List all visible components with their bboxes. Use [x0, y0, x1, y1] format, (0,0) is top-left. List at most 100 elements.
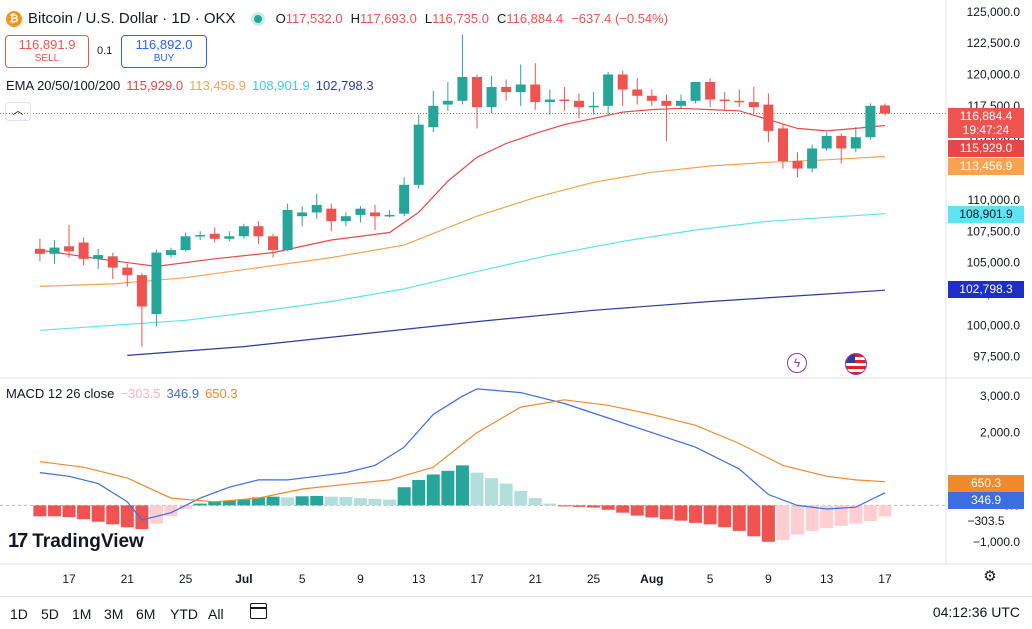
- price-tick-label: 105,000.0: [967, 256, 1021, 270]
- candle-body: [268, 236, 279, 251]
- macd-histogram-bar: [412, 479, 426, 506]
- period-3m[interactable]: 3M: [104, 606, 124, 622]
- signal-line: [39, 399, 886, 503]
- period-1m[interactable]: 1M: [72, 606, 92, 622]
- candle-body: [501, 87, 512, 93]
- price-tick-label: 125,000.0: [967, 5, 1021, 19]
- price-tick-label: 120,000.0: [967, 67, 1021, 81]
- ema-legend[interactable]: EMA 20/50/100/200 115,929.0 113,456.9 10…: [6, 78, 380, 93]
- candle-body: [238, 226, 249, 237]
- macd-histogram-bar: [397, 487, 411, 506]
- time-tick-label: Jul: [235, 572, 252, 586]
- candle-body: [719, 99, 730, 102]
- ema50-value: 113,456.9: [189, 78, 246, 93]
- candle-body: [530, 84, 541, 103]
- date-range-calendar-icon[interactable]: [250, 603, 267, 619]
- sell-button[interactable]: 116,891.9 SELL: [5, 35, 89, 68]
- candle-body: [107, 256, 118, 268]
- candle-body: [166, 250, 177, 256]
- macd-histogram-bar: [470, 472, 484, 506]
- macd-histogram-bar: [557, 505, 571, 507]
- macd-histogram-bar: [630, 505, 644, 516]
- candle-body: [836, 135, 847, 149]
- utc-clock[interactable]: 04:12:36 UTC: [932, 604, 1020, 620]
- candle-body: [763, 104, 774, 131]
- macd-histogram-bar: [208, 501, 222, 506]
- candle-body: [209, 233, 220, 239]
- candle-body: [224, 236, 235, 239]
- candle-body: [617, 74, 628, 90]
- macd-histogram-bar: [62, 505, 76, 518]
- low-label: L: [424, 11, 433, 26]
- buy-button[interactable]: 116,892.0 BUY: [121, 35, 207, 68]
- candle-body: [821, 135, 832, 149]
- candle-body: [413, 124, 424, 185]
- macd-histogram-bar: [222, 500, 236, 506]
- macd-histogram-bar: [543, 503, 557, 506]
- macd-histogram-bar: [120, 505, 134, 528]
- market-status-icon: [253, 14, 262, 23]
- macd-legend[interactable]: MACD 12 26 close −303.5 346.9 650.3: [6, 386, 244, 401]
- candle-body: [472, 76, 482, 108]
- high-value: 117,693.0: [359, 11, 417, 26]
- period-1d[interactable]: 1D: [10, 606, 28, 622]
- candle-body: [297, 212, 308, 217]
- change-value: −637.4 (−0.54%): [571, 11, 669, 26]
- close-value: 116,884.4: [506, 11, 564, 26]
- period-5d[interactable]: 5D: [41, 606, 59, 622]
- macd-histogram-bar: [193, 503, 207, 506]
- price-axis: 97,500.0100,000.0102,500.0105,000.0107,5…: [967, 5, 1021, 549]
- candle-body: [93, 255, 104, 259]
- time-tick-label: 17: [470, 572, 484, 586]
- us-flag-event-icon[interactable]: [845, 353, 867, 375]
- macd-histogram-bar: [266, 496, 280, 506]
- macd-histogram-bar: [587, 505, 601, 508]
- lightning-event-icon[interactable]: ϟ: [787, 353, 807, 373]
- time-tick-label: 13: [820, 572, 834, 586]
- macd-signal-tag: 650.3: [948, 475, 1024, 492]
- macd-histogram-bar: [353, 498, 367, 506]
- ema50-tag: 113,456.9: [948, 158, 1024, 175]
- price-tick-label: 122,500.0: [967, 36, 1021, 50]
- symbol-title[interactable]: Bitcoin / U.S. Dollar · 1D · OKX: [28, 10, 236, 27]
- candle-body: [792, 161, 803, 169]
- time-tick-label: 13: [412, 572, 426, 586]
- macd-histogram-bar: [149, 505, 163, 524]
- buy-label: BUY: [153, 53, 175, 64]
- macd-histogram-bar: [106, 505, 120, 525]
- collapse-legend-button[interactable]: ︿: [5, 102, 31, 121]
- macd-histogram-bar: [77, 505, 91, 520]
- macd-histogram-bar: [645, 505, 659, 518]
- time-tick-label: 5: [299, 572, 306, 586]
- candle-body: [603, 74, 614, 106]
- period-all[interactable]: All: [208, 606, 224, 622]
- sell-label: SELL: [34, 53, 60, 64]
- chart-canvas[interactable]: 97,500.0100,000.0102,500.0105,000.0107,5…: [0, 0, 1032, 596]
- candle-body: [661, 100, 672, 106]
- candle-body: [442, 100, 453, 105]
- candle-body: [632, 89, 643, 96]
- last-price-tag: 116,884.4 19:47:24: [948, 108, 1024, 138]
- candle-body: [515, 84, 526, 93]
- macd-histogram-bar: [761, 505, 775, 542]
- time-axis: 17 21 25 Jul 5 9 13 17 21 25 Aug 5 9 13 17: [62, 572, 892, 586]
- price-tick-label: 107,500.0: [967, 224, 1021, 238]
- candle-body: [734, 100, 745, 103]
- low-value: 116,735.0: [432, 11, 489, 26]
- sell-price: 116,891.9: [18, 37, 76, 52]
- time-tick-label: 25: [179, 572, 193, 586]
- macd-histogram-bar: [820, 505, 834, 528]
- ema-line-3: [39, 213, 886, 331]
- ema-line-1: [39, 107, 886, 268]
- macd-histogram-bar: [281, 497, 295, 506]
- candle-body: [675, 100, 686, 106]
- macd-hist-tag: −303.5: [948, 513, 1024, 530]
- macd-histogram-bar: [834, 505, 848, 526]
- gear-icon[interactable]: ⚙: [983, 568, 997, 585]
- tradingview-logo[interactable]: 17 TradingView: [8, 530, 144, 553]
- candle-body: [573, 100, 584, 108]
- period-ytd[interactable]: YTD: [170, 606, 198, 622]
- period-6m[interactable]: 6M: [136, 606, 156, 622]
- candle-body: [544, 99, 555, 103]
- candle-body: [49, 247, 60, 254]
